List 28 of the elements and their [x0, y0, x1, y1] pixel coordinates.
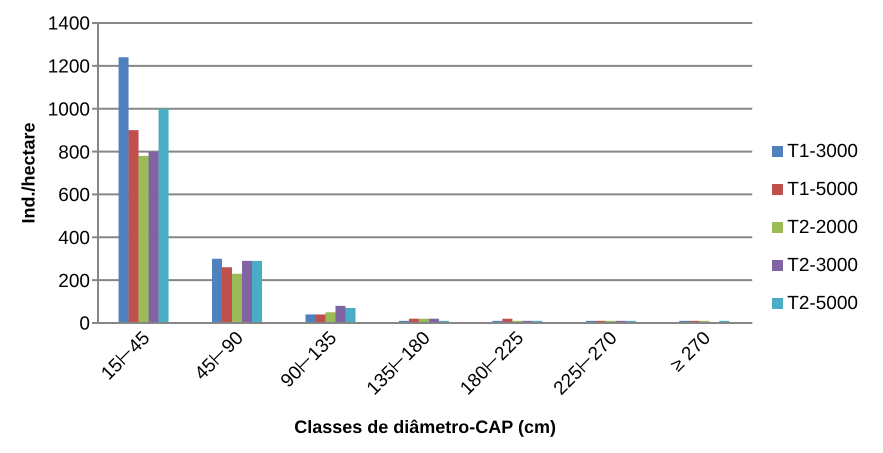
y-tick-label: 200 — [58, 270, 90, 292]
bar — [232, 274, 242, 323]
bar — [158, 108, 169, 323]
bar — [118, 57, 129, 323]
bar — [138, 156, 149, 323]
y-tick-label: 1400 — [48, 14, 90, 35]
legend-label: T2-3000 — [787, 255, 858, 276]
bar — [148, 152, 159, 323]
bar — [345, 308, 356, 323]
y-tick-label: 1000 — [48, 99, 90, 120]
y-axis-title: Ind./hectare — [18, 122, 38, 224]
bar — [335, 306, 346, 323]
bar — [242, 260, 252, 323]
y-tick-label: 400 — [58, 228, 90, 250]
y-tick-label: 600 — [58, 185, 90, 206]
y-tick-label: 0 — [79, 314, 90, 335]
legend-label: T2-2000 — [787, 217, 858, 238]
x-axis-title: Classes de diâmetro-CAP (cm) — [294, 417, 556, 437]
legend-label: T2-5000 — [787, 293, 858, 314]
legend-label: T1-5000 — [787, 179, 858, 200]
bar — [212, 258, 222, 323]
x-tick-label: ≥ 270 — [666, 328, 716, 376]
bar — [128, 130, 139, 323]
bar — [252, 260, 262, 323]
legend-label: T1-3000 — [787, 141, 858, 162]
bar — [222, 267, 232, 323]
y-tick-label: 800 — [58, 142, 90, 164]
y-tick-label: 1200 — [48, 56, 90, 78]
